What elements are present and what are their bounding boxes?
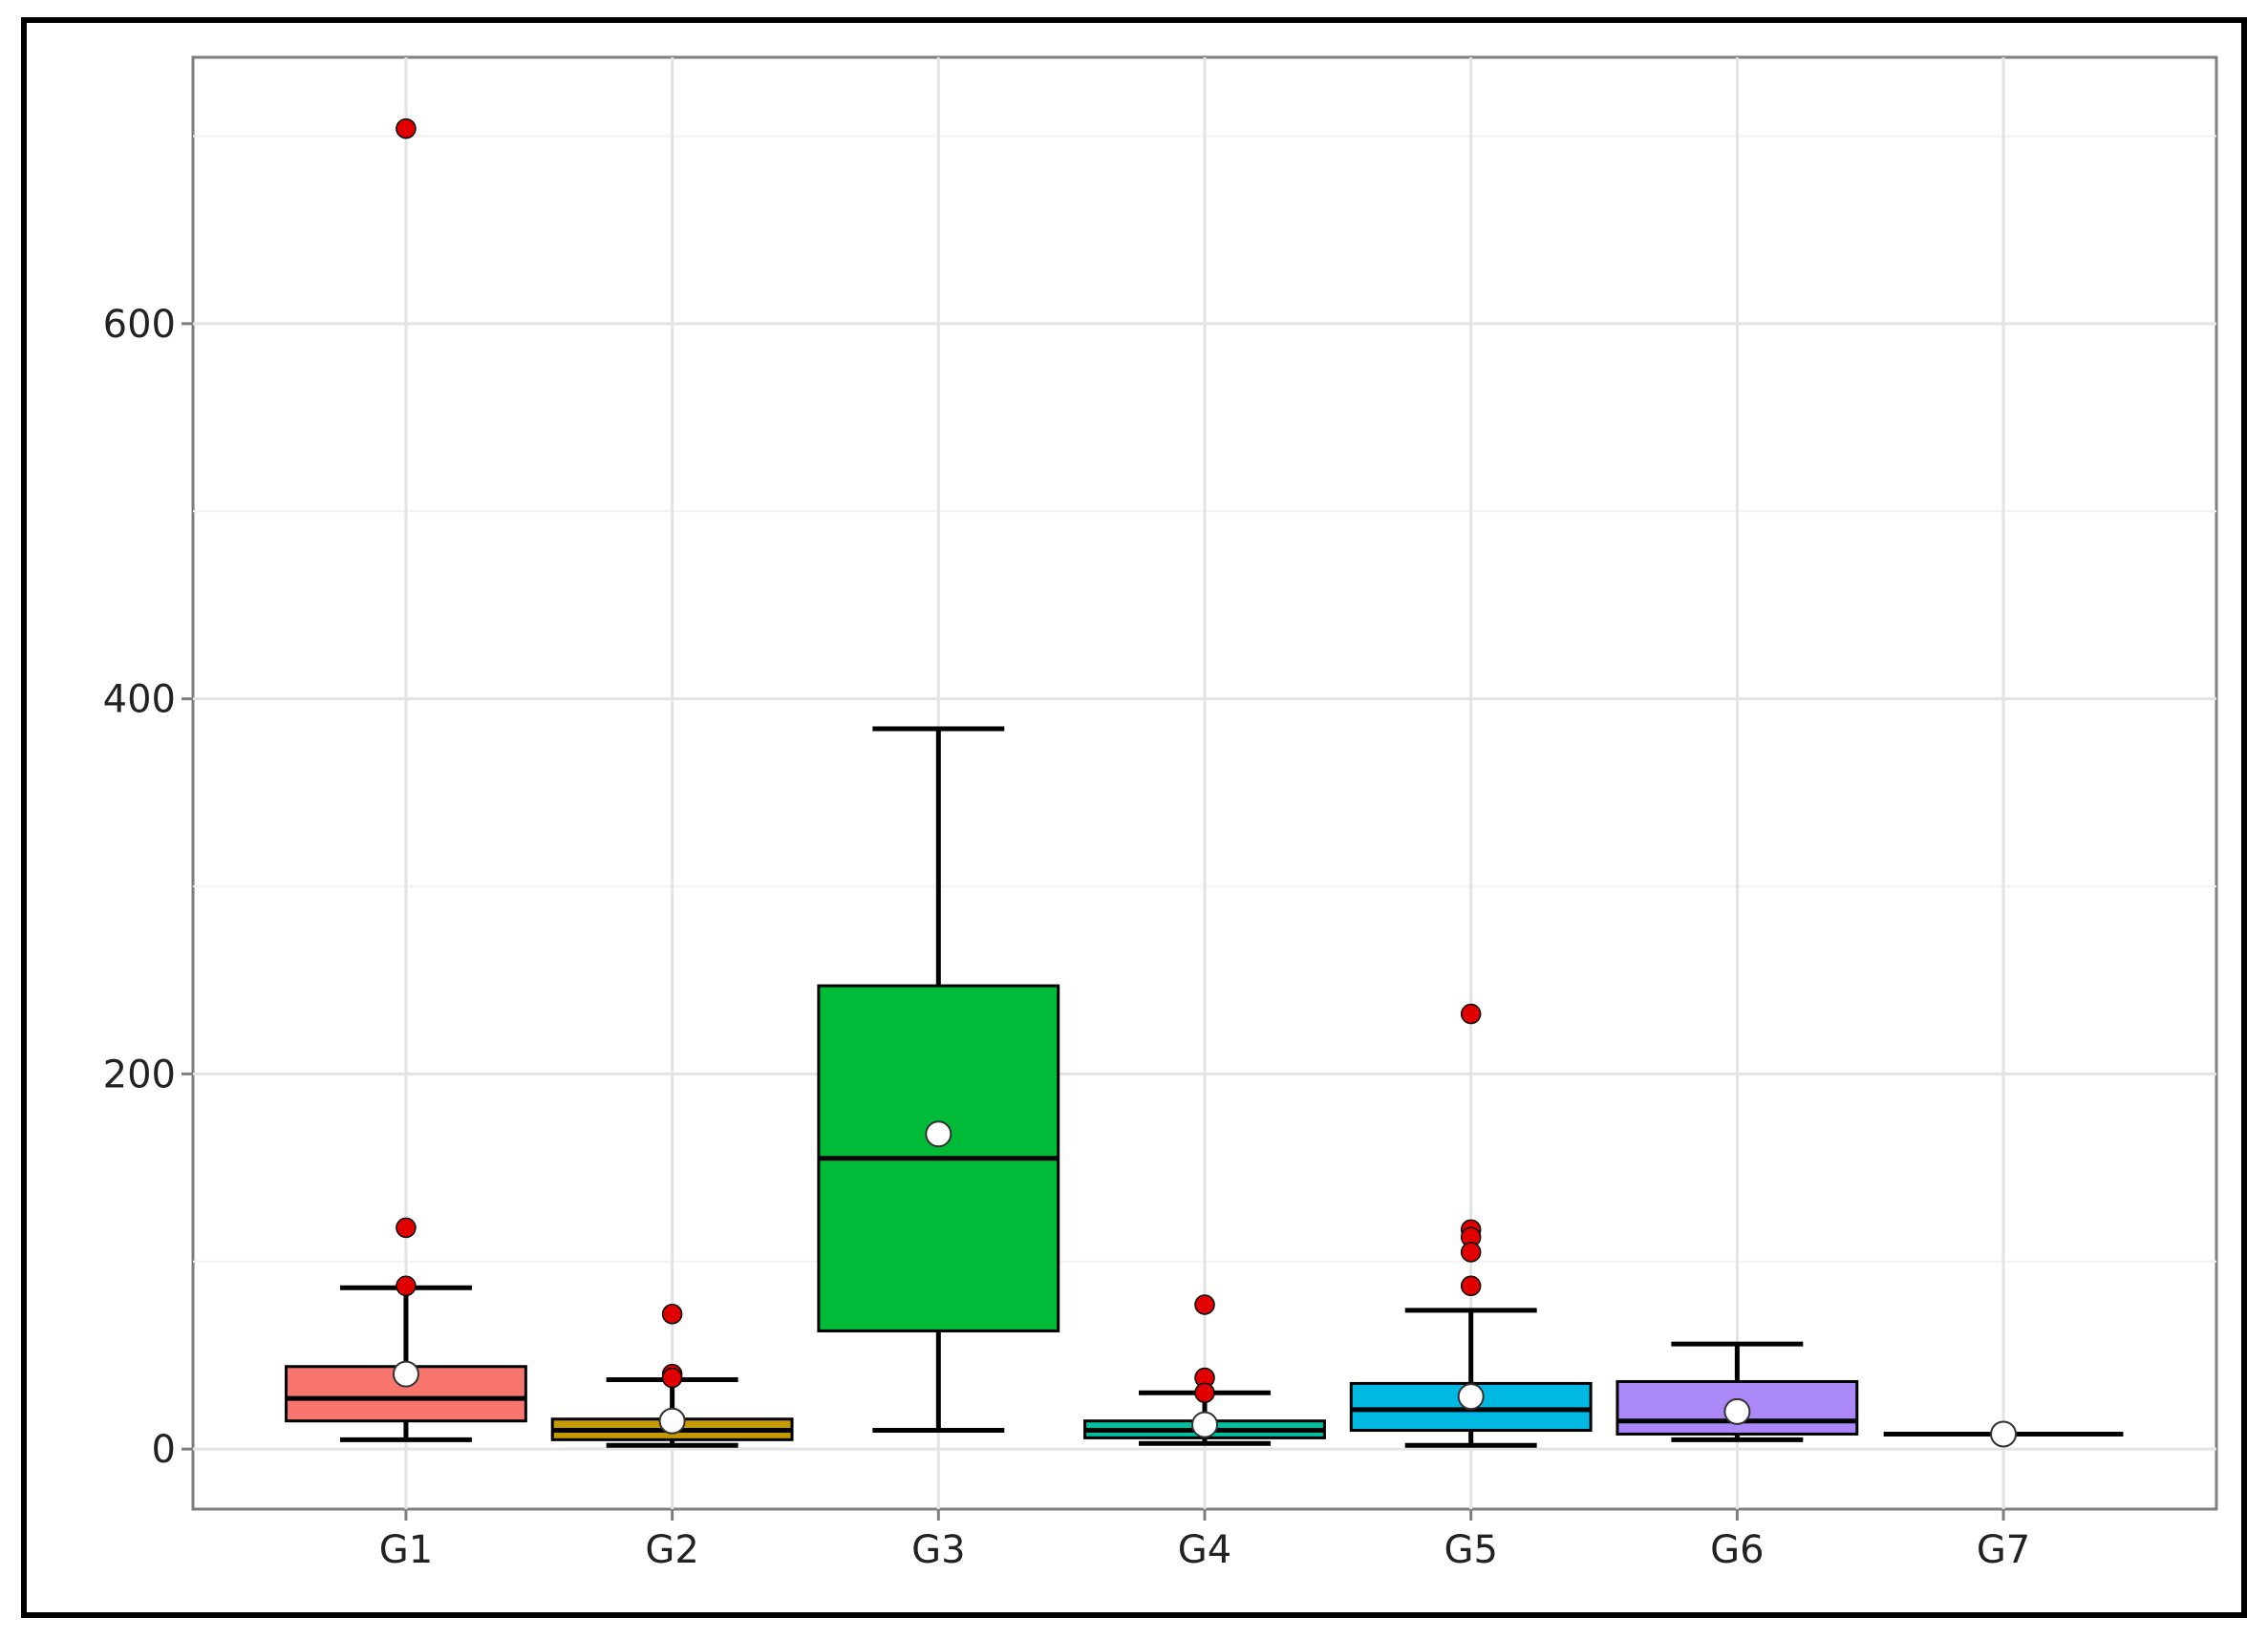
outlier-point <box>396 117 417 139</box>
mean-marker <box>925 1120 952 1148</box>
box-g5 <box>1349 1003 1593 1448</box>
figure-frame: 0 200 400 600 G1 G2 G3 G4 G5 G6 G7 <box>21 17 2247 1618</box>
outlier-point <box>1460 1275 1482 1297</box>
outlier-point <box>661 1304 683 1325</box>
outlier-point <box>396 1275 417 1297</box>
mean-marker <box>1457 1383 1485 1411</box>
outlier-point <box>1460 1242 1482 1263</box>
box-g1 <box>285 117 527 1442</box>
y-tick-label: 0 <box>152 1428 176 1472</box>
outlier-point <box>1194 1382 1215 1403</box>
outlier-point <box>396 1217 417 1239</box>
box-g6 <box>1615 1341 1859 1442</box>
x-tick-label: G4 <box>1178 1528 1231 1572</box>
outlier-point <box>1460 1003 1482 1025</box>
mean-marker <box>1723 1397 1751 1425</box>
mean-marker <box>1990 1420 2018 1448</box>
grid-major <box>193 57 2216 1509</box>
x-tick-label: G5 <box>1444 1528 1497 1572</box>
x-axis: G1 G2 G3 G4 G5 G6 G7 <box>379 1509 2030 1572</box>
y-tick-label: 400 <box>103 678 176 722</box>
mean-marker <box>392 1360 419 1388</box>
y-tick-label: 600 <box>103 303 176 347</box>
mean-marker <box>658 1407 686 1435</box>
mean-marker <box>1191 1411 1218 1438</box>
y-tick-label: 200 <box>103 1053 176 1096</box>
x-tick-label: G2 <box>645 1528 698 1572</box>
outlier-point <box>1194 1294 1215 1315</box>
box-g2 <box>550 1304 794 1448</box>
boxplot-chart: 0 200 400 600 G1 G2 G3 G4 G5 G6 G7 <box>103 55 2218 1572</box>
x-tick-label: G7 <box>1977 1528 2030 1572</box>
x-tick-label: G1 <box>379 1528 433 1572</box>
y-axis: 0 200 400 600 <box>103 303 193 1472</box>
box-g4 <box>1083 1294 1326 1446</box>
x-tick-label: G6 <box>1710 1528 1764 1572</box>
box-g7 <box>1883 1420 2124 1448</box>
x-tick-label: G3 <box>911 1528 965 1572</box>
outlier-point <box>661 1367 683 1389</box>
box-g3 <box>817 726 1060 1434</box>
boxes-layer <box>285 117 2124 1448</box>
